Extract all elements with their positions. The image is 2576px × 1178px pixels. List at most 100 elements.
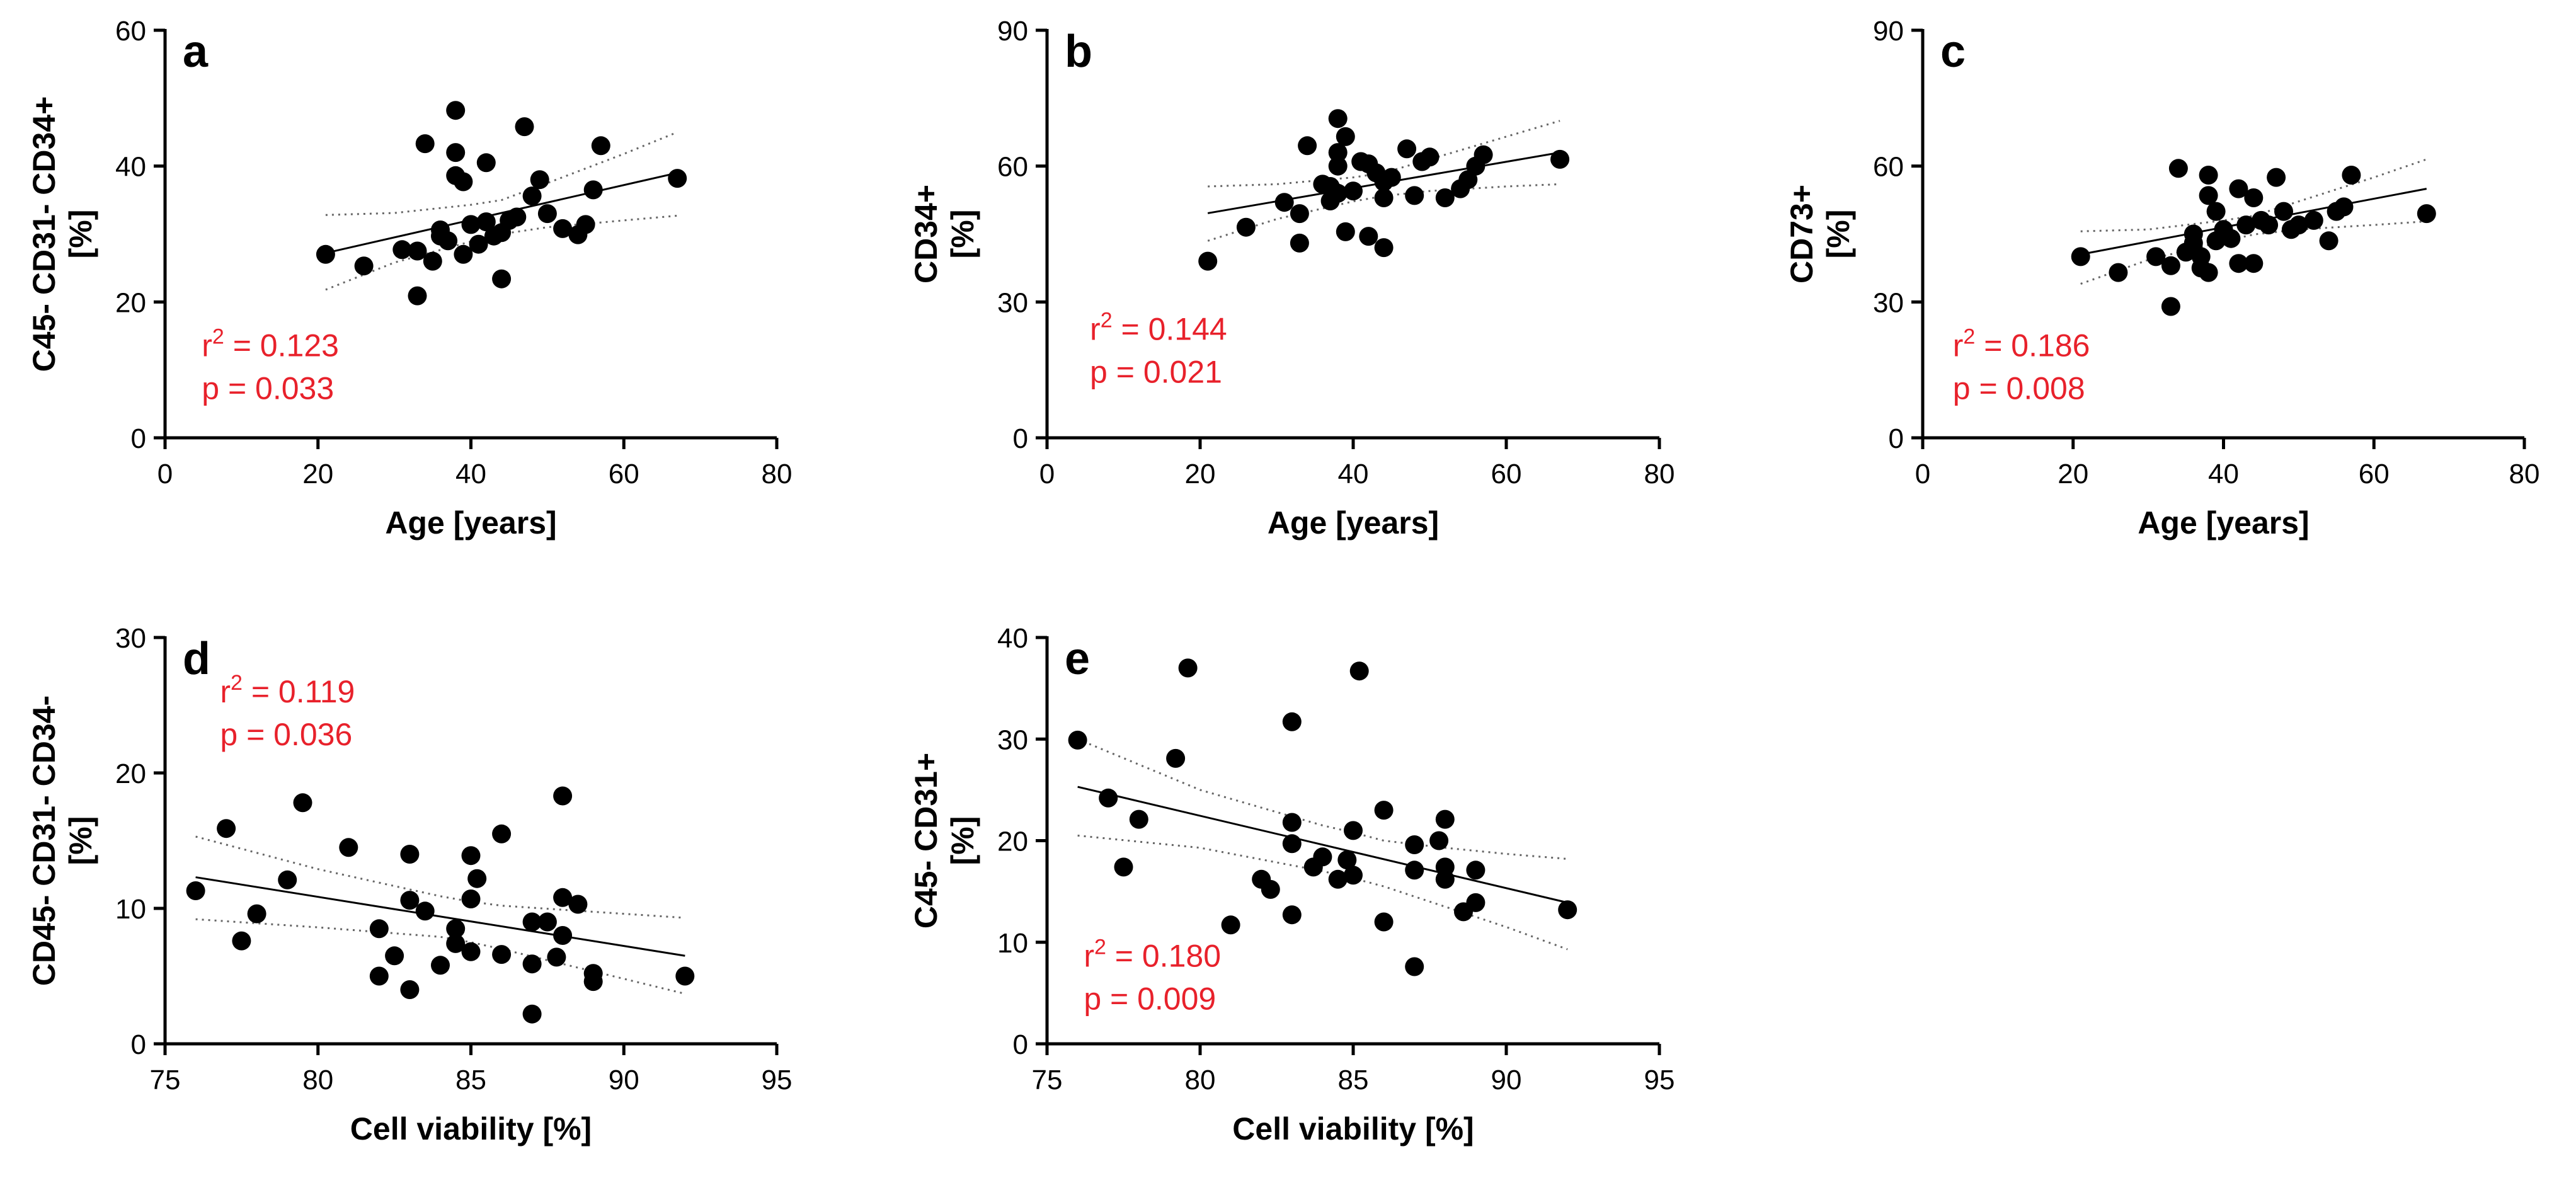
data-point	[2161, 256, 2180, 275]
data-point	[217, 819, 236, 838]
data-point	[515, 117, 534, 137]
data-point	[1328, 183, 1348, 203]
y-axis-title: CD34+	[908, 185, 944, 283]
data-point	[247, 904, 266, 924]
x-tick-label: 80	[1185, 1065, 1216, 1095]
data-point	[547, 947, 566, 967]
x-tick-label: 40	[1338, 459, 1369, 489]
y-tick-label: 0	[1013, 423, 1028, 454]
confidence-band-lower	[195, 918, 685, 995]
data-point	[1435, 188, 1455, 207]
data-point	[1344, 181, 1363, 201]
panel-label: a	[183, 26, 209, 77]
x-tick-label: 75	[150, 1065, 181, 1095]
confidence-band-upper	[195, 835, 685, 919]
y-tick-label: 20	[115, 287, 146, 318]
data-point	[2199, 263, 2218, 282]
data-point	[1405, 861, 1424, 880]
data-point	[438, 231, 458, 251]
data-point	[469, 234, 488, 254]
r-squared-annotation: r2 = 0.180	[1084, 935, 1221, 973]
data-point	[392, 240, 412, 260]
data-point	[1129, 809, 1148, 829]
data-point	[492, 824, 512, 843]
data-point	[446, 143, 466, 163]
data-point	[1198, 251, 1218, 271]
data-point	[553, 926, 573, 945]
scatter-panel-e: 75 80 85 90 95 0 10 20 30 40 e Cell viability [%] C4…	[908, 623, 1674, 1147]
x-tick-label: 40	[2208, 459, 2239, 489]
data-point	[2229, 254, 2248, 273]
data-point	[369, 966, 389, 986]
data-point	[454, 172, 473, 192]
data-point	[2259, 215, 2279, 235]
data-point	[583, 972, 603, 992]
data-point	[1313, 847, 1332, 867]
scatter-panel-d: 75 80 85 90 95 0 10 20 30 d Cell viability [%] CD45…	[26, 623, 792, 1147]
data-point	[1221, 915, 1240, 935]
y-axis-title: [%]	[945, 816, 980, 866]
r-squared-annotation: r2 = 0.119	[220, 671, 355, 709]
p-value-annotation: p = 0.021	[1090, 355, 1222, 390]
x-tick-label: 95	[762, 1065, 793, 1095]
x-tick-label: 60	[609, 459, 639, 489]
p-value-annotation: p = 0.033	[202, 371, 334, 406]
x-tick-label: 85	[1338, 1065, 1369, 1095]
y-axis-title: C45- CD31+	[908, 753, 944, 929]
r-squared-annotation: r2 = 0.144	[1090, 309, 1227, 347]
data-point	[476, 212, 496, 232]
data-point	[1405, 957, 1424, 976]
data-point	[1290, 233, 1309, 253]
data-point	[2146, 247, 2166, 266]
data-point	[408, 241, 427, 261]
x-axis-title: Age [years]	[1268, 505, 1439, 540]
data-point	[537, 912, 557, 932]
x-tick-label: 90	[1491, 1065, 1522, 1095]
y-axis-title: CD45- CD31- CD34-	[26, 695, 62, 986]
data-point	[1429, 831, 1449, 850]
y-tick-label: 60	[1873, 152, 1904, 183]
data-point	[400, 980, 420, 999]
data-point	[576, 215, 595, 234]
data-point	[415, 134, 435, 154]
data-point	[446, 934, 466, 953]
panel-label: d	[183, 634, 210, 684]
y-tick-label: 30	[997, 724, 1028, 755]
data-point	[1328, 109, 1348, 129]
data-point	[553, 786, 573, 806]
y-tick-label: 10	[997, 928, 1028, 959]
y-axis-title: [%]	[945, 210, 980, 259]
data-point	[2417, 204, 2436, 224]
x-tick-label: 90	[609, 1065, 639, 1095]
y-tick-label: 40	[115, 152, 146, 183]
scatter-panel-c: 0 20 40 60 80 0 30 60 90 c Age [years] CD73+ [%] r2 =…	[1784, 16, 2539, 540]
data-point	[1336, 222, 1355, 241]
data-point	[1359, 227, 1378, 246]
data-point	[2109, 263, 2128, 282]
data-point	[2334, 197, 2354, 217]
data-point	[1337, 850, 1357, 870]
data-point	[1282, 834, 1302, 854]
data-point	[467, 869, 487, 888]
data-point	[476, 153, 496, 173]
y-tick-label: 90	[997, 16, 1028, 47]
data-point	[675, 966, 695, 986]
x-tick-label: 20	[2058, 459, 2088, 489]
data-point	[1166, 748, 1186, 768]
data-point	[1178, 658, 1198, 678]
regression-line	[1077, 786, 1568, 904]
y-tick-label: 0	[131, 423, 146, 454]
data-point	[583, 180, 603, 200]
data-point	[1374, 912, 1394, 932]
x-tick-label: 20	[1185, 459, 1216, 489]
y-tick-label: 0	[1889, 423, 1904, 454]
data-point	[400, 845, 420, 864]
data-point	[461, 889, 481, 908]
x-tick-label: 0	[1039, 459, 1055, 489]
x-tick-label: 80	[302, 1065, 333, 1095]
r-squared-annotation: r2 = 0.123	[202, 325, 339, 363]
regression-line	[195, 876, 685, 957]
data-point	[2191, 247, 2211, 266]
data-point	[2229, 179, 2248, 198]
